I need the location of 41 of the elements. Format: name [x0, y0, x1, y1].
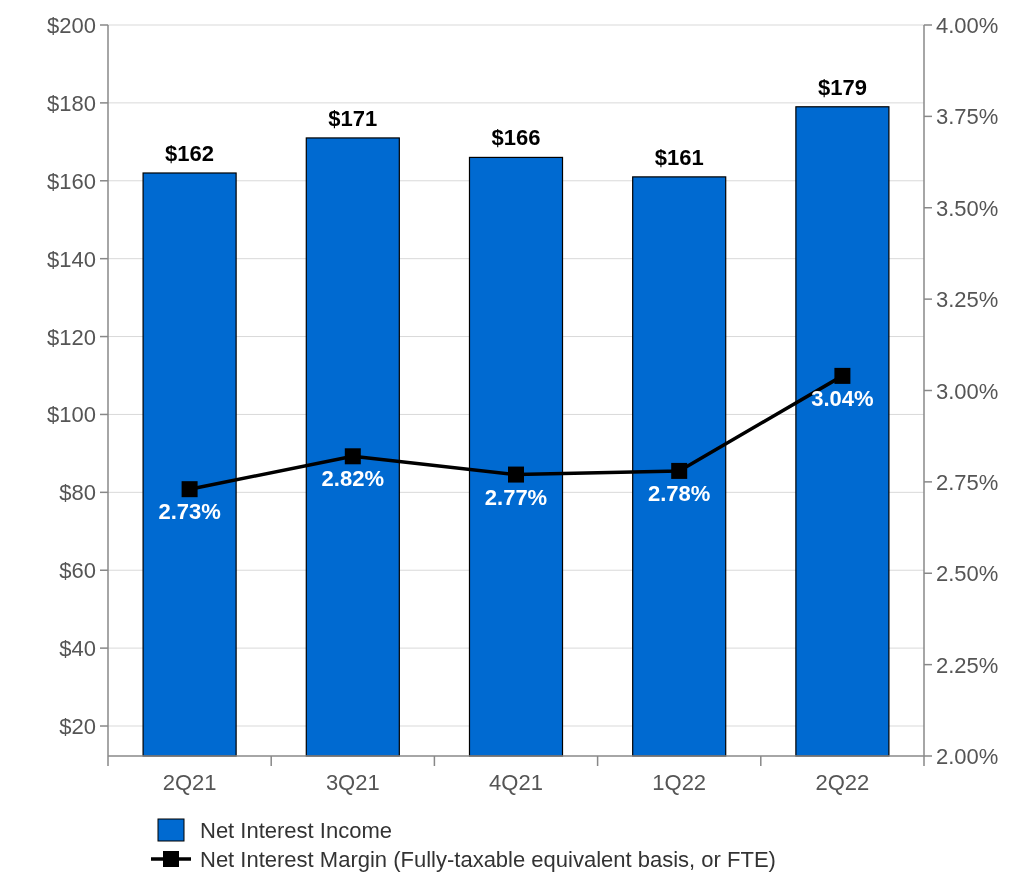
y-tick-label: $100 [47, 402, 96, 428]
point [181, 481, 198, 498]
data-label: $162 [165, 140, 215, 166]
x-tick-label: 4Q21 [489, 770, 543, 795]
legend-label: Net Interest Income [200, 818, 392, 843]
y-tick-label: $40 [59, 636, 96, 662]
y2-tick-label: 2.50% [936, 561, 999, 587]
y2-tick-label: 4.00% [936, 13, 999, 38]
x-tick-label: 3Q21 [325, 770, 380, 795]
data-label: $166 [491, 125, 541, 151]
y-tick-label: $200 [47, 13, 96, 38]
y2-tick-label: 2.00% [936, 744, 999, 769]
point [344, 448, 361, 465]
x-tick-label: 2Q22 [815, 770, 870, 795]
data-label: $179 [817, 74, 867, 100]
data-label: $161 [654, 144, 704, 170]
y2-tick-label: 3.75% [936, 104, 999, 130]
x-tick-label: 1Q22 [652, 770, 707, 795]
y-tick-label: $180 [47, 90, 96, 116]
data-label: $171 [328, 105, 378, 131]
y-tick-label: $60 [59, 558, 96, 584]
data-label: 3.04% [811, 385, 874, 411]
data-label: 2.82% [321, 466, 384, 492]
data-label: 2.77% [484, 484, 548, 510]
point [834, 367, 851, 384]
point [508, 466, 524, 483]
y-tick-label: $160 [47, 168, 96, 194]
x-tick-label: 2Q21 [162, 770, 217, 795]
y2-tick-label: 2.25% [936, 652, 999, 678]
y-tick-label: $80 [59, 480, 96, 506]
y2-tick-label: 2.75% [936, 469, 999, 495]
point [671, 462, 688, 479]
y2-tick-label: 3.00% [936, 378, 999, 404]
y2-tick-label: 3.25% [936, 287, 999, 313]
data-label: 2.73% [158, 499, 221, 525]
y2-tick-label: 3.50% [936, 195, 999, 221]
y-tick-label: $140 [47, 246, 96, 272]
y-tick-label: $20 [59, 714, 96, 740]
data-label: 2.78% [648, 480, 711, 506]
y-tick-label: $120 [47, 324, 96, 350]
legend-label: Net Interest Margin (Fully-taxable equivalent basis, or FTE) [200, 847, 776, 872]
